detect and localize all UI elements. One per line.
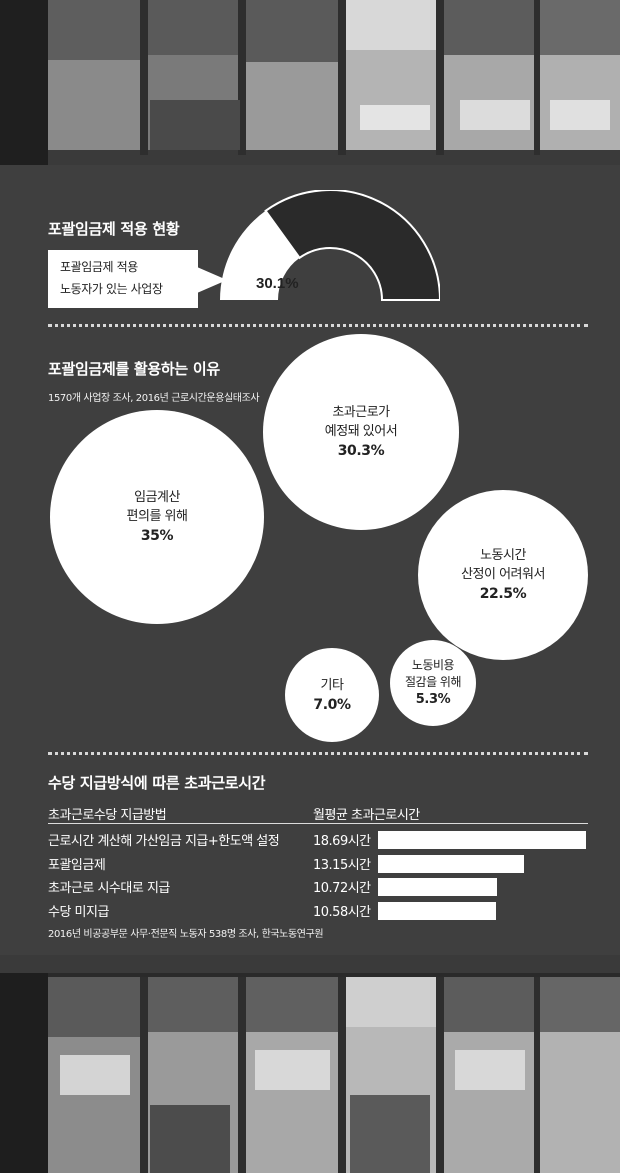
bar-row-label: 근로시간 계산해 가산임금 지급+한도액 설정	[48, 834, 280, 849]
bar	[378, 901, 496, 920]
bubble-cost-saving-line-2: 절감을 위해	[404, 675, 462, 689]
bar-row-value: 13.15시간	[313, 857, 371, 873]
bubble-overtime-expected: 초과근로가 예정돼 있어서 30.3%	[263, 334, 459, 530]
bubble-hard-to-measure-line-2: 산정이 어려워서	[461, 567, 545, 582]
section-divider-1	[48, 324, 588, 327]
donut-callout-line-2: 노동자가 있는 사업장	[60, 282, 163, 296]
bar-row-value: 18.69시간	[313, 834, 371, 849]
bubble-wage-calc-line-2: 편의를 위해	[126, 509, 188, 524]
bubble-hard-to-measure-line-1: 노동시간	[480, 548, 526, 563]
bar-row-label: 초과근로 시수대로 지급	[48, 881, 170, 896]
bubble-other: 기타 7.0%	[285, 648, 379, 742]
bubble-cost-saving-line-1: 노동비용	[411, 658, 455, 672]
section-title-reasons: 포괄임금제를 활용하는 이유	[48, 360, 220, 378]
bubble-hard-to-measure-value: 22.5%	[479, 586, 527, 602]
column-header-hours: 월평균 초과근로시간	[313, 808, 420, 823]
column-header-method: 초과근로수당 지급방법	[48, 808, 167, 823]
bubble-cost-saving: 노동비용 절감을 위해 5.3%	[390, 640, 476, 726]
bar-row-value: 10.58시간	[313, 904, 371, 920]
bubble-cost-saving-value: 5.3%	[415, 692, 451, 707]
section-title-overtime: 수당 지급방식에 따른 초과근로시간	[48, 774, 266, 792]
bar-row-label: 포괄임금제	[48, 857, 106, 873]
bubble-overtime-expected-line-2: 예정돼 있어서	[324, 424, 398, 439]
bubble-wage-calc: 임금계산 편의를 위해 35%	[50, 410, 264, 624]
office-photo-bottom-illustration	[0, 955, 620, 1173]
section-note-overtime: 2016년 비공공부문 사무·전문직 노동자 538명 조사, 한국노동연구원	[48, 929, 324, 940]
bubble-overtime-expected-value: 30.3%	[337, 443, 385, 459]
bubble-other-value: 7.0%	[313, 696, 351, 713]
section-note-reasons: 1570개 사업장 조사, 2016년 근로시간운용실태조사	[48, 393, 260, 404]
bar	[378, 878, 498, 896]
office-photo-top	[0, 0, 620, 165]
section-title-coverage: 포괄임금제 적용 현황	[48, 220, 180, 238]
bubble-overtime-expected-line-1: 초과근로가	[332, 405, 390, 420]
donut-value-label: 30.1%	[256, 275, 299, 292]
office-photo-bottom	[0, 955, 620, 1173]
office-photo-top-illustration	[0, 0, 620, 165]
bubble-other-line-1: 기타	[320, 677, 344, 693]
section-divider-2	[48, 752, 588, 755]
donut-slice-rest	[264, 190, 440, 301]
bubble-wage-calc-line-1: 임금계산	[134, 490, 180, 505]
bar-row-label: 수당 미지급	[48, 904, 109, 920]
donut-callout: 포괄임금제 적용 노동자가 있는 사업장	[48, 250, 198, 308]
donut-callout-line-1: 포괄임금제 적용	[60, 260, 138, 274]
bubble-wage-calc-value: 35%	[140, 528, 174, 544]
bar	[378, 831, 586, 849]
donut-chart: 30.1%	[220, 190, 440, 301]
donut-slice-applied	[220, 210, 300, 300]
table-header-rule	[48, 823, 588, 824]
bar	[378, 854, 525, 873]
bubble-hard-to-measure: 노동시간 산정이 어려워서 22.5%	[418, 490, 588, 660]
bar-row-value: 10.72시간	[313, 881, 371, 896]
